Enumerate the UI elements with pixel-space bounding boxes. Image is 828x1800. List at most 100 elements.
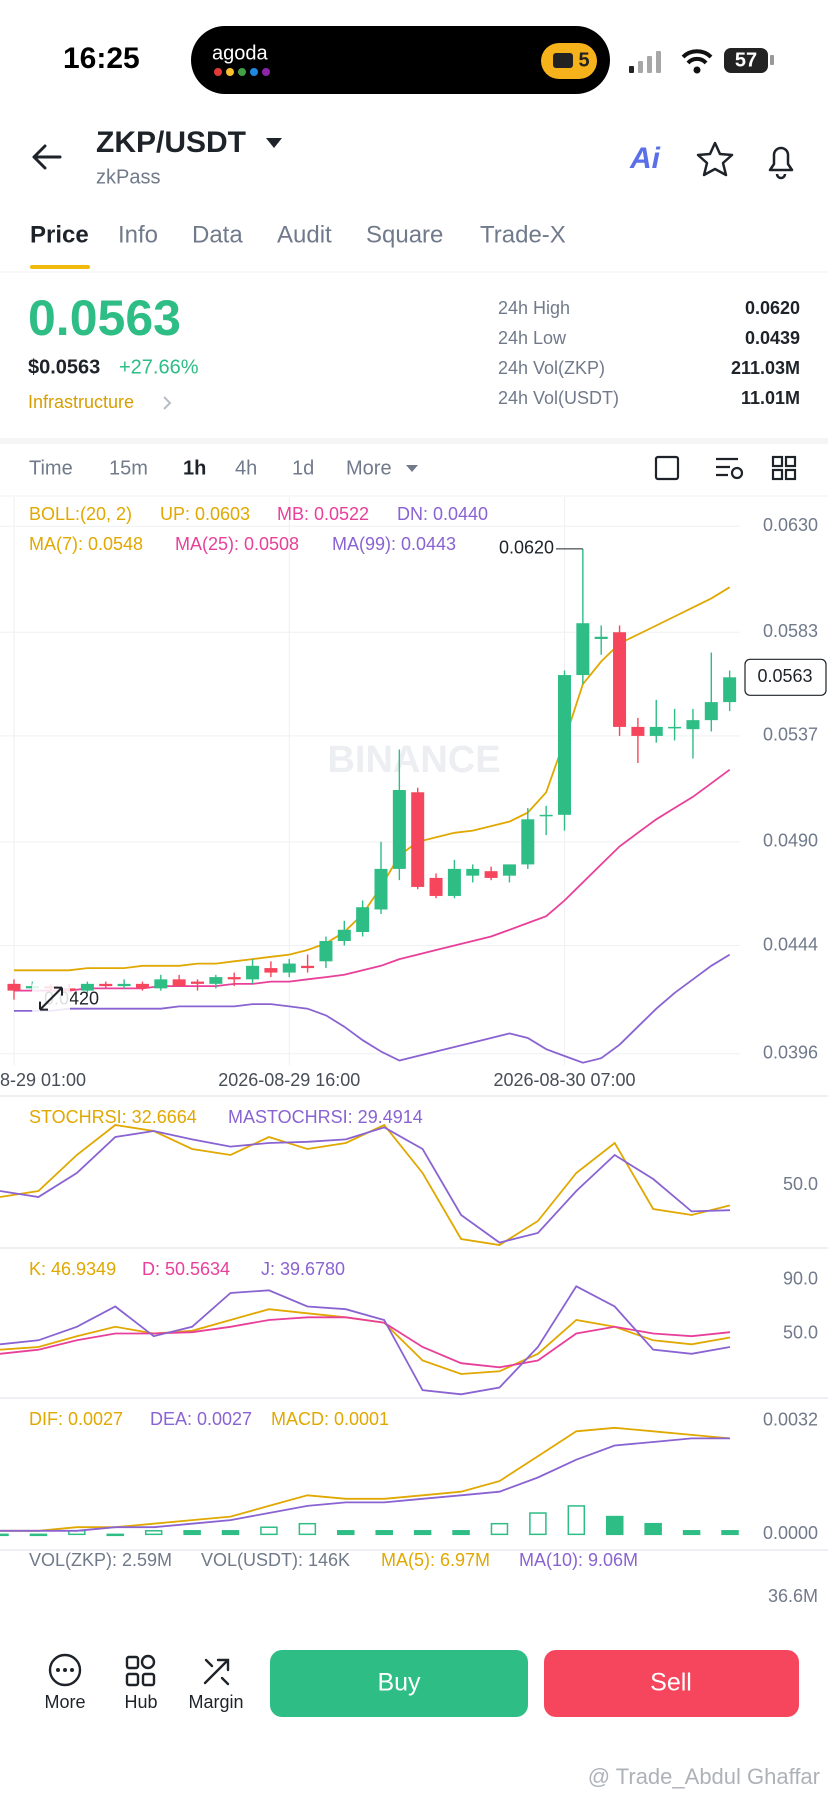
indicator-line xyxy=(0,1316,731,1369)
candle-body xyxy=(135,983,149,989)
y-tick-label: 0.0000 xyxy=(763,1523,818,1543)
wifi xyxy=(681,49,713,65)
candle-body xyxy=(117,983,131,987)
indicator-label: STOCHRSI: 32.6664 xyxy=(29,1107,197,1127)
usd-price: $0.0563 xyxy=(28,356,100,378)
tool-layout[interactable] xyxy=(771,455,784,468)
favorite-button[interactable] xyxy=(696,141,734,177)
y-tick-label: 0.0032 xyxy=(763,1409,818,1429)
last-price-box xyxy=(744,658,827,696)
tab[interactable]: Trade-X xyxy=(480,221,566,248)
indicator-line xyxy=(0,1285,731,1396)
indicator-label: UP: 0.0603 xyxy=(160,504,250,524)
candle-body xyxy=(668,726,682,729)
ai-button[interactable]: Ai xyxy=(629,142,661,175)
sector-tag[interactable]: Infrastructure xyxy=(28,392,134,412)
macd-bar xyxy=(29,1533,48,1537)
interval[interactable]: 15m xyxy=(109,457,148,479)
buy-button[interactable] xyxy=(270,1650,528,1717)
indicator-line xyxy=(0,1426,731,1532)
chart-watermark: BINANCE xyxy=(327,739,500,781)
candle-body xyxy=(227,977,241,980)
chart-tools xyxy=(654,455,797,481)
back-button[interactable] xyxy=(32,144,62,170)
macd-bar xyxy=(375,1530,393,1536)
badge-count: 5 xyxy=(578,49,589,71)
indicator-label: J: 39.6780 xyxy=(261,1259,345,1279)
y-tick-label: 0.0396 xyxy=(763,1042,818,1062)
candle-body xyxy=(172,979,186,987)
price-change: +27.66% xyxy=(119,356,199,378)
interval[interactable]: 4h xyxy=(235,457,257,479)
indicator-line xyxy=(0,1437,730,1532)
nav-label[interactable]: More xyxy=(44,1692,85,1712)
battery-tip xyxy=(770,55,774,65)
tab[interactable]: Info xyxy=(118,221,158,248)
buy-label[interactable]: Buy xyxy=(377,1669,421,1697)
nav-label[interactable]: Hub xyxy=(124,1692,157,1712)
candle-body xyxy=(80,983,94,991)
indicator-label: DN: 0.0440 xyxy=(397,504,488,524)
alert-button[interactable] xyxy=(768,146,794,180)
candle-body xyxy=(246,965,260,980)
tab[interactable]: Audit xyxy=(277,221,332,248)
badge-icon xyxy=(553,53,573,68)
more-icon[interactable] xyxy=(48,1653,82,1687)
tool-layout-cell xyxy=(784,455,797,468)
macd-bar xyxy=(183,1530,201,1536)
candle-body xyxy=(7,983,21,991)
candle-body xyxy=(392,790,406,869)
margin-icon[interactable] xyxy=(203,1658,230,1686)
watermark: @ Trade_Abdul Ghaffar xyxy=(588,1764,820,1789)
tab-indicator xyxy=(30,265,90,269)
tool-indicators-gear xyxy=(730,466,744,480)
tool-indicators[interactable] xyxy=(716,457,738,477)
candle-body xyxy=(411,792,425,887)
indicator-label: VOL(USDT): 146K xyxy=(201,1550,350,1570)
candle-body xyxy=(686,720,700,730)
y-tick-label: 50.0 xyxy=(783,1322,818,1342)
tab-bar: Price Info Data Audit Square Trade-X xyxy=(30,221,566,248)
sell-button[interactable] xyxy=(544,1650,799,1717)
interval[interactable]: More xyxy=(346,457,392,479)
y-tick-label: 0.0583 xyxy=(763,621,818,641)
macd-bar xyxy=(490,1522,509,1536)
interval[interactable]: 1d xyxy=(292,457,314,479)
hub-icon[interactable] xyxy=(125,1654,156,1687)
tab[interactable]: Data xyxy=(192,221,243,248)
stat-label: 24h Low xyxy=(498,328,567,348)
indicator-label: DEA: 0.0027 xyxy=(150,1409,252,1429)
tab[interactable]: Price xyxy=(30,221,89,248)
app-dots xyxy=(214,68,270,76)
tool-fullscreen[interactable] xyxy=(654,455,680,481)
indicator-label: MA(25): 0.0508 xyxy=(175,534,299,554)
macd-bar xyxy=(413,1530,432,1536)
last-price: 0.0563 xyxy=(28,290,181,346)
candle-body xyxy=(594,636,608,639)
indicator-line xyxy=(14,953,731,1064)
signal xyxy=(629,51,661,73)
more-icon-dot xyxy=(63,1668,67,1672)
interval[interactable]: Time xyxy=(29,457,73,479)
candle-body xyxy=(264,968,278,973)
macd-bar xyxy=(144,1530,163,1536)
tab[interactable]: Square xyxy=(366,221,443,248)
app-name: agoda xyxy=(212,42,268,64)
macd-bar xyxy=(221,1530,240,1536)
nav-label[interactable]: Margin xyxy=(188,1692,243,1712)
wifi-dot xyxy=(693,66,701,74)
y-tick-label: 0.0630 xyxy=(763,515,818,535)
candle-body xyxy=(356,907,370,933)
pair-dropdown[interactable] xyxy=(266,138,282,148)
interval[interactable]: 1h xyxy=(183,457,206,479)
x-tick-label: 8-29 01:00 xyxy=(0,1070,86,1090)
section-gap xyxy=(0,438,828,444)
sell-label[interactable]: Sell xyxy=(650,1669,692,1697)
indicator-label: MASTOCHRSI: 29.4914 xyxy=(228,1107,423,1127)
pair-title[interactable]: ZKP/USDT xyxy=(96,126,246,159)
indicator-label: MB: 0.0522 xyxy=(277,504,369,524)
stat-label: 24h Vol(USDT) xyxy=(498,388,619,408)
more-icon-dot xyxy=(70,1668,74,1672)
macd-bar xyxy=(0,1533,9,1537)
